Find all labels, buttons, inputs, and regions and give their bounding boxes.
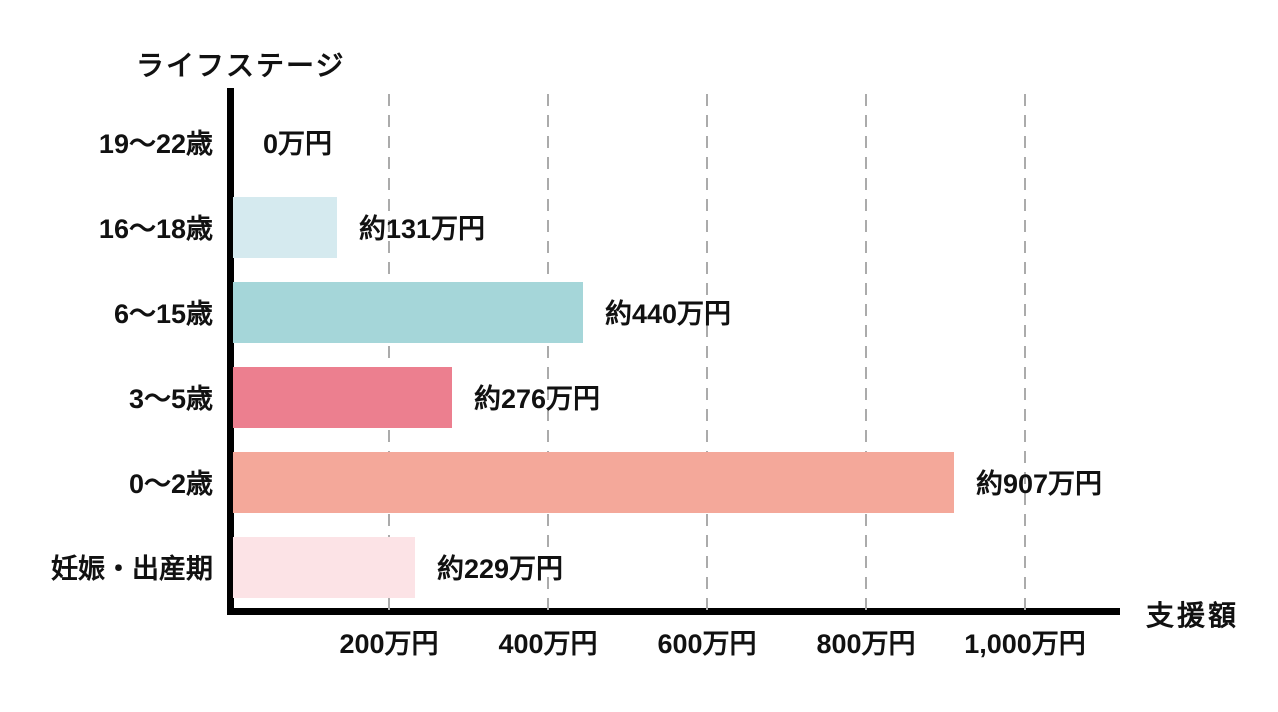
x-axis-line <box>227 608 1120 615</box>
x-tick-label: 600万円 <box>657 629 757 659</box>
category-label: 0〜2歳 <box>128 468 213 499</box>
gridline <box>388 94 390 610</box>
category-label: 3〜5歳 <box>128 383 213 414</box>
x-tick-label: 400万円 <box>498 629 598 659</box>
category-label: 6〜15歳 <box>113 298 213 329</box>
gridline <box>865 94 867 610</box>
x-axis-title: 支援額 <box>1146 600 1240 631</box>
category-label: 19〜22歳 <box>98 128 213 159</box>
y-axis-title: ライフステージ <box>136 50 346 81</box>
y-axis-line <box>227 88 234 615</box>
x-tick-label: 200万円 <box>339 629 439 659</box>
gridline <box>547 94 549 610</box>
bar <box>233 282 583 343</box>
value-label: 約229万円 <box>437 553 564 584</box>
value-label: 約907万円 <box>976 468 1103 499</box>
bar <box>233 537 415 598</box>
x-tick-label: 800万円 <box>816 629 916 659</box>
bar <box>233 197 337 258</box>
gridline <box>1024 94 1026 610</box>
category-label: 16〜18歳 <box>98 213 213 244</box>
value-label: 約131万円 <box>359 213 486 244</box>
category-label: 妊娠・出産期 <box>51 553 213 584</box>
value-label: 0万円 <box>263 128 333 159</box>
x-tick-label: 1,000万円 <box>964 629 1086 659</box>
value-label: 約276万円 <box>474 383 601 414</box>
bar <box>233 452 954 513</box>
value-label: 約440万円 <box>605 298 732 329</box>
bar <box>233 367 452 428</box>
gridline <box>706 94 708 610</box>
